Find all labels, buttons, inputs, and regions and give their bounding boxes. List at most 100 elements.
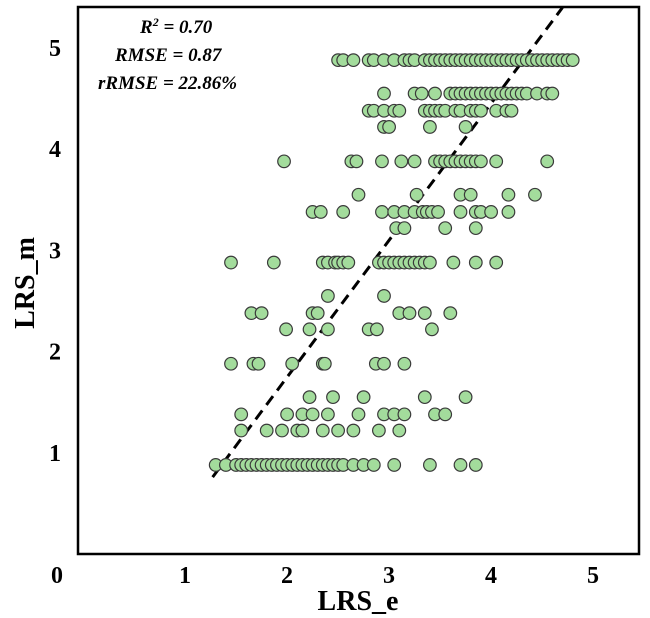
- data-point: [356, 390, 371, 405]
- data-point: [346, 423, 361, 438]
- data-point: [428, 86, 442, 101]
- data-point: [224, 255, 238, 270]
- y-tick-label: 5: [49, 36, 61, 62]
- data-point: [259, 423, 274, 438]
- data-point: [409, 187, 424, 202]
- data-point: [377, 289, 391, 303]
- data-point: [321, 407, 335, 422]
- data-point: [251, 356, 266, 371]
- data-point: [392, 423, 407, 438]
- r2-value: = 0.70: [159, 17, 213, 38]
- fit-line-layer: [211, 6, 564, 478]
- data-point: [305, 407, 320, 422]
- data-point: [414, 86, 429, 101]
- data-point: [377, 86, 391, 101]
- plot-frame: [76, 5, 641, 556]
- data-point: [285, 356, 300, 371]
- data-point: [446, 255, 461, 270]
- fit-line: [211, 6, 564, 478]
- data-point: [438, 407, 453, 422]
- data-point: [397, 407, 412, 422]
- data-point: [528, 187, 542, 202]
- data-point: [407, 154, 422, 169]
- data-point: [302, 390, 317, 405]
- data-point: [565, 53, 580, 68]
- data-point: [417, 306, 432, 321]
- data-point: [375, 205, 389, 219]
- data-point: [423, 255, 437, 270]
- data-point: [474, 103, 488, 118]
- data-point: [425, 322, 439, 337]
- data-point: [468, 458, 483, 472]
- points-layer: [208, 53, 580, 472]
- data-point: [317, 356, 332, 371]
- data-point: [468, 255, 483, 270]
- data-point: [277, 154, 291, 169]
- data-point: [417, 390, 432, 405]
- y-axis-label: LRS_m: [10, 237, 41, 329]
- data-point: [275, 423, 289, 438]
- data-point: [458, 120, 473, 134]
- rmse-annotation: RMSE = 0.87: [114, 45, 223, 66]
- data-point: [266, 255, 281, 270]
- data-point: [234, 407, 249, 422]
- x-axis-label: LRS_e: [318, 586, 399, 617]
- y-tick-labels: 1 2 3 4 5: [49, 36, 61, 467]
- data-point: [382, 120, 397, 134]
- data-point: [489, 255, 504, 270]
- data-point: [279, 322, 293, 337]
- data-point: [394, 154, 409, 169]
- data-point: [351, 187, 366, 202]
- x-tick-label: 0: [51, 563, 63, 589]
- data-point: [224, 356, 238, 371]
- data-point: [463, 187, 478, 202]
- data-point: [321, 289, 335, 303]
- data-point: [402, 306, 417, 321]
- data-point: [377, 356, 391, 371]
- y-tick-label: 1: [49, 441, 61, 467]
- data-point: [453, 205, 468, 219]
- y-tick-label: 2: [49, 340, 61, 366]
- y-tick-label: 4: [49, 137, 61, 163]
- data-point: [313, 205, 328, 219]
- data-point: [234, 423, 249, 438]
- data-point: [349, 154, 364, 169]
- data-point: [501, 205, 516, 219]
- data-point: [484, 205, 499, 219]
- data-point: [369, 322, 384, 337]
- data-point: [254, 306, 269, 321]
- data-point: [346, 53, 361, 68]
- data-point: [501, 187, 516, 202]
- data-point: [540, 154, 555, 169]
- data-point: [372, 423, 386, 438]
- data-point: [387, 458, 402, 472]
- x-tick-label: 3: [383, 563, 395, 589]
- data-point: [438, 221, 453, 236]
- data-point: [341, 255, 356, 270]
- x-tick-label: 5: [587, 563, 599, 589]
- y-tick-label: 3: [49, 238, 61, 264]
- data-point: [375, 154, 389, 169]
- rrmse-annotation: rRMSE = 22.86%: [98, 73, 237, 94]
- data-point: [392, 103, 407, 118]
- data-point: [351, 407, 366, 422]
- data-point: [315, 423, 330, 438]
- r2-superscript: 2: [152, 15, 159, 29]
- data-point: [504, 103, 519, 118]
- data-point: [397, 356, 412, 371]
- data-point: [310, 306, 325, 321]
- x-tick-label: 4: [485, 563, 497, 589]
- data-point: [331, 423, 346, 438]
- data-point: [423, 120, 437, 134]
- data-point: [397, 221, 412, 236]
- r2-prefix: R: [139, 17, 153, 38]
- data-point: [443, 306, 458, 321]
- data-point: [321, 322, 335, 337]
- data-point: [545, 86, 560, 101]
- x-tick-label: 1: [179, 563, 191, 589]
- data-point: [423, 458, 437, 472]
- data-point: [474, 154, 488, 169]
- x-tick-label: 2: [281, 563, 293, 589]
- data-point: [302, 322, 317, 337]
